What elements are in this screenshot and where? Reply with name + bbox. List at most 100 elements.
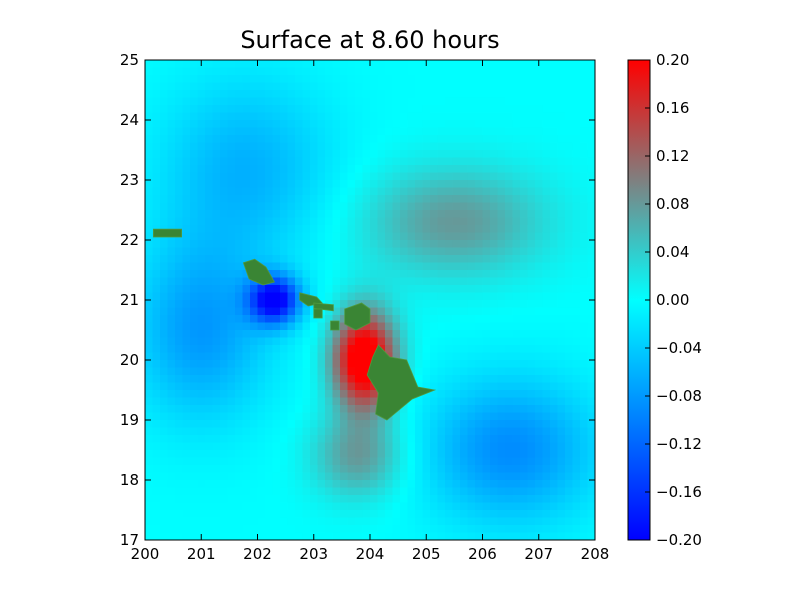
heatmap-cell	[535, 502, 544, 511]
heatmap-cell	[175, 172, 184, 181]
heatmap-cell	[145, 442, 154, 451]
heatmap-cell	[280, 480, 289, 489]
heatmap-cell	[482, 390, 491, 399]
heatmap-cell	[542, 105, 551, 114]
heatmap-cell	[265, 330, 274, 339]
heatmap-cell	[242, 495, 251, 504]
heatmap-cell	[572, 165, 581, 174]
heatmap-cell	[332, 495, 341, 504]
heatmap-cell	[482, 307, 491, 316]
heatmap-cell	[542, 277, 551, 286]
heatmap-cell	[460, 307, 469, 316]
x-tick-label: 204	[356, 545, 385, 563]
heatmap-cell	[542, 367, 551, 376]
heatmap-cell	[565, 442, 574, 451]
heatmap-cell	[152, 82, 161, 91]
heatmap-cell	[310, 165, 319, 174]
heatmap-cell	[535, 292, 544, 301]
heatmap-cell	[452, 202, 461, 211]
heatmap-cell	[587, 120, 595, 129]
heatmap-cell	[362, 180, 371, 189]
heatmap-cell	[317, 180, 326, 189]
heatmap-cell	[527, 480, 536, 489]
heatmap-cell	[332, 367, 341, 376]
heatmap-cell	[512, 180, 521, 189]
heatmap-cell	[355, 240, 364, 249]
heatmap-cell	[565, 225, 574, 234]
heatmap-cell	[257, 172, 266, 181]
heatmap-cell	[557, 315, 566, 324]
heatmap-cell	[542, 450, 551, 459]
heatmap-cell	[182, 202, 191, 211]
heatmap-cell	[460, 217, 469, 226]
heatmap-cell	[145, 90, 154, 99]
heatmap-cell	[430, 217, 439, 226]
heatmap-cell	[445, 367, 454, 376]
heatmap-cell	[355, 480, 364, 489]
heatmap-cell	[205, 60, 214, 69]
heatmap-cell	[527, 435, 536, 444]
heatmap-cell	[437, 517, 446, 526]
heatmap-cell	[205, 112, 214, 121]
heatmap-cell	[535, 157, 544, 166]
heatmap-cell	[520, 397, 529, 406]
heatmap-cell	[430, 75, 439, 84]
heatmap-cell	[527, 247, 536, 256]
heatmap-cell	[490, 270, 499, 279]
heatmap-cell	[242, 405, 251, 414]
heatmap-cell	[385, 532, 394, 540]
heatmap-cell	[227, 495, 236, 504]
heatmap-cell	[152, 217, 161, 226]
heatmap-cell	[467, 517, 476, 526]
heatmap-cell	[385, 165, 394, 174]
heatmap-cell	[235, 127, 244, 136]
heatmap-cell	[190, 285, 199, 294]
heatmap-cell	[197, 165, 206, 174]
heatmap-cell	[227, 517, 236, 526]
heatmap-cell	[145, 75, 154, 84]
heatmap-cell	[415, 465, 424, 474]
heatmap-cell	[332, 217, 341, 226]
heatmap-cell	[445, 345, 454, 354]
heatmap-cell	[197, 367, 206, 376]
heatmap-cell	[430, 487, 439, 496]
heatmap-cell	[220, 510, 229, 519]
heatmap-cell	[505, 262, 514, 271]
heatmap-cell	[235, 532, 244, 540]
heatmap-cell	[400, 120, 409, 129]
heatmap-cell	[512, 502, 521, 511]
heatmap-cell	[437, 202, 446, 211]
heatmap-cell	[445, 375, 454, 384]
heatmap-cell	[452, 60, 461, 69]
heatmap-cell	[295, 135, 304, 144]
heatmap-cell	[460, 435, 469, 444]
heatmap-cell	[340, 90, 349, 99]
heatmap-cell	[197, 487, 206, 496]
heatmap-cell	[257, 247, 266, 256]
heatmap-cell	[355, 165, 364, 174]
heatmap-cell	[145, 180, 154, 189]
heatmap-cell	[280, 525, 289, 534]
heatmap-cell	[572, 442, 581, 451]
heatmap-cell	[565, 217, 574, 226]
heatmap-cell	[497, 97, 506, 106]
heatmap-cell	[190, 457, 199, 466]
heatmap-cell	[205, 180, 214, 189]
heatmap-cell	[452, 67, 461, 76]
heatmap-cell	[182, 255, 191, 264]
heatmap-cell	[295, 360, 304, 369]
heatmap-cell	[190, 127, 199, 136]
heatmap-cell	[512, 360, 521, 369]
heatmap-cell	[317, 210, 326, 219]
heatmap-cell	[295, 525, 304, 534]
heatmap-cell	[527, 255, 536, 264]
heatmap-cell	[325, 442, 334, 451]
heatmap-cell	[362, 457, 371, 466]
heatmap-cell	[347, 270, 356, 279]
heatmap-cell	[205, 90, 214, 99]
heatmap-cell	[190, 255, 199, 264]
heatmap-cell	[445, 75, 454, 84]
heatmap-cell	[505, 225, 514, 234]
heatmap-cell	[340, 240, 349, 249]
heatmap-cell	[250, 337, 259, 346]
